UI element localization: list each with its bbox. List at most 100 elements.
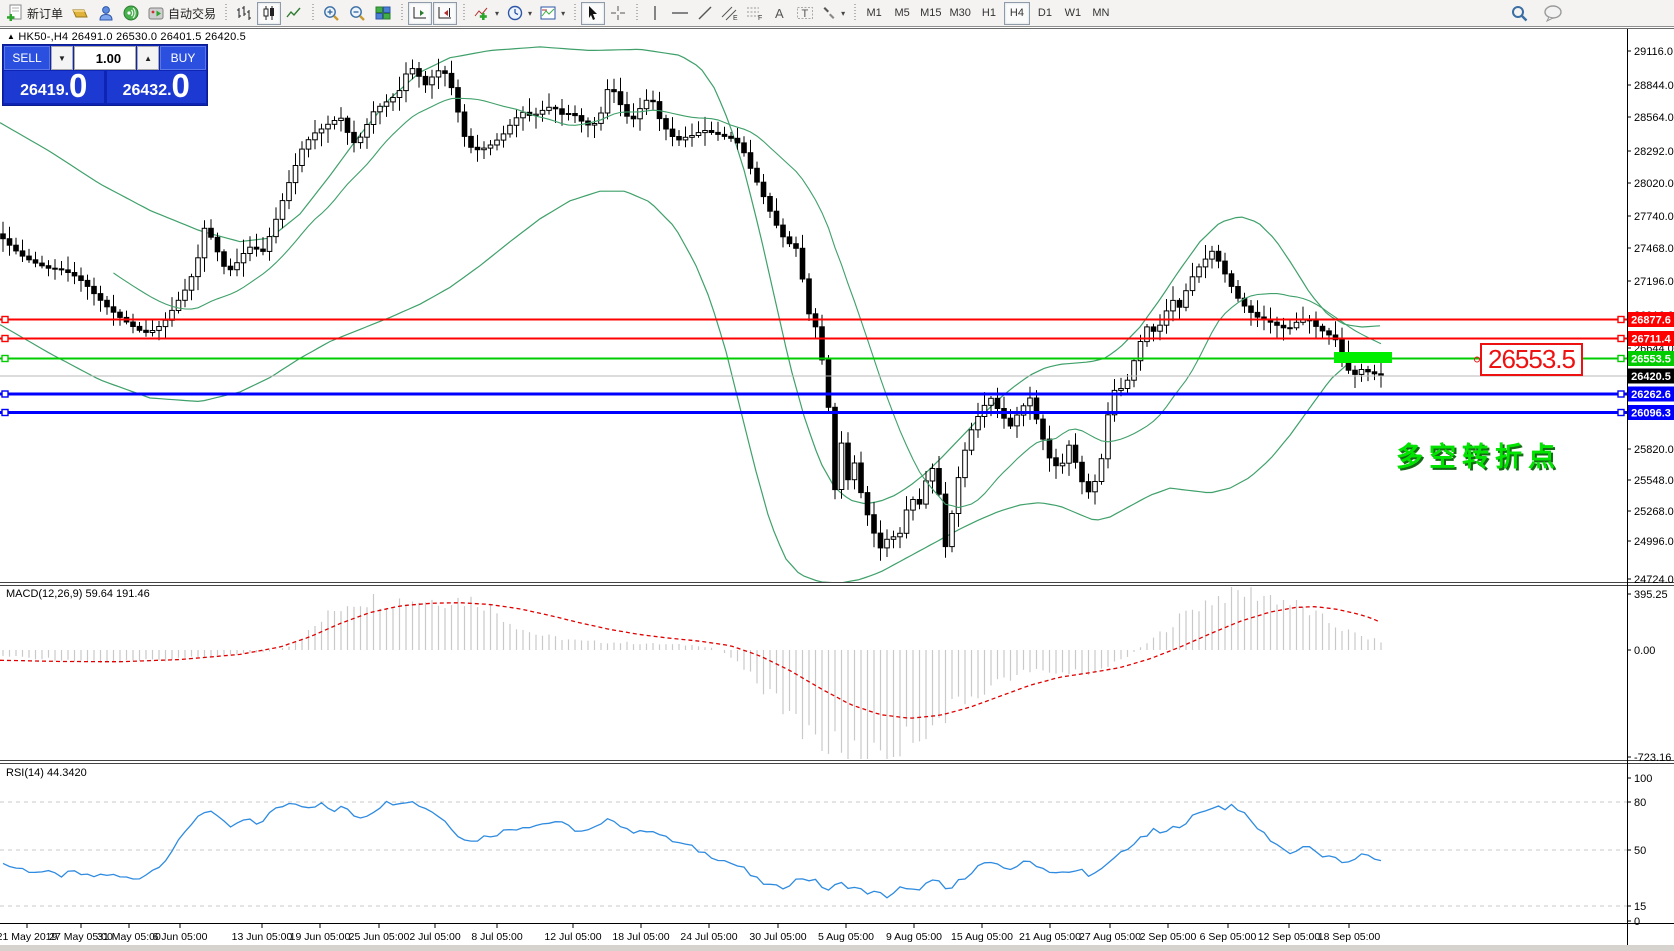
clock-icon — [507, 5, 523, 21]
volume-decrease-button[interactable]: ▼ — [51, 46, 73, 70]
buy-button[interactable]: BUY — [160, 46, 206, 70]
tile-windows-button[interactable] — [371, 2, 395, 25]
svg-text:18 Jul 05:00: 18 Jul 05:00 — [612, 931, 669, 943]
svg-text:25820.0: 25820.0 — [1634, 444, 1674, 456]
auto-scroll-button[interactable] — [408, 1, 433, 25]
zoom-out-button[interactable] — [345, 2, 370, 25]
templates-button[interactable]: ▾ — [536, 2, 568, 25]
arrows-button[interactable]: ▾ — [818, 2, 848, 25]
signals-button[interactable] — [119, 2, 143, 25]
sell-button[interactable]: SELL — [4, 46, 50, 70]
annotation-anchor — [1474, 356, 1480, 363]
volume-input[interactable]: 1.00 — [73, 46, 137, 70]
candlestick-chart-button[interactable] — [257, 1, 282, 25]
timeframe-mn-button[interactable]: MN — [1088, 2, 1114, 25]
crosshair-button[interactable] — [606, 2, 630, 25]
indicators-button[interactable]: ▾ — [470, 2, 502, 25]
community-button[interactable] — [94, 2, 118, 25]
axis-price-badge: 26420.5 — [1631, 371, 1671, 383]
autotrading-label: 自动交易 — [168, 6, 217, 21]
line-handle[interactable] — [1, 390, 9, 398]
line-handle[interactable] — [1, 334, 9, 343]
toolbar-grip[interactable] — [398, 2, 406, 24]
sell-price-big-digit: 0 — [69, 67, 88, 104]
periods-button[interactable]: ▾ — [503, 2, 535, 25]
volume-increase-button[interactable]: ▲ — [137, 46, 159, 70]
auto-scroll-icon — [413, 7, 427, 19]
svg-text:24724.0: 24724.0 — [1634, 574, 1674, 586]
timeframe-w1-button[interactable]: W1 — [1060, 2, 1086, 25]
svg-text:28020.0: 28020.0 — [1634, 178, 1674, 190]
autotrading-icon — [148, 7, 164, 20]
line-handle[interactable] — [1617, 408, 1625, 417]
svg-text:A: A — [775, 6, 784, 21]
zoom-in-icon — [324, 5, 339, 21]
svg-text:9 Aug 05:00: 9 Aug 05:00 — [886, 931, 942, 943]
bar-chart-button[interactable] — [232, 2, 256, 25]
svg-text:15 Aug 05:00: 15 Aug 05:00 — [951, 931, 1013, 943]
toolbar-grip[interactable] — [633, 2, 641, 24]
buy-price-display[interactable]: 26432. 0 — [106, 69, 206, 103]
svg-text:28564.0: 28564.0 — [1634, 112, 1674, 124]
cn-annotation-text[interactable]: 多空转折点 — [1396, 441, 1561, 472]
rsi-title: RSI(14) 44.3420 — [6, 767, 87, 779]
line-handle[interactable] — [1617, 390, 1625, 398]
svg-text:27196.0: 27196.0 — [1634, 276, 1674, 288]
macd-pane — [0, 587, 1382, 759]
profiles-button[interactable] — [67, 2, 93, 25]
community-user-icon — [99, 6, 113, 21]
price-annotation-text: 26553.5 — [1488, 344, 1576, 374]
search-button[interactable] — [1507, 2, 1532, 25]
timeframe-d1-button[interactable]: D1 — [1032, 2, 1058, 25]
dropdown-caret-icon: ▾ — [561, 8, 566, 18]
svg-text:18 Sep 05:00: 18 Sep 05:00 — [1318, 931, 1381, 943]
timeframe-m30-button[interactable]: M30 — [947, 2, 974, 25]
toolbar-grip[interactable] — [460, 2, 468, 24]
fibonacci-button[interactable]: F — [743, 2, 767, 25]
bar-chart-icon — [237, 6, 252, 20]
chat-button[interactable] — [1540, 2, 1566, 25]
svg-text:F: F — [758, 15, 762, 21]
toolbar-grip[interactable] — [309, 2, 317, 24]
highlight-rectangle[interactable] — [1334, 352, 1392, 363]
toolbar-grip[interactable] — [851, 2, 859, 24]
toolbar-grip[interactable] — [571, 2, 579, 24]
chart-ohlc-header: ▲ HK50-,H4 26491.0 26530.0 26401.5 26420… — [7, 31, 246, 43]
svg-text:24 Jul 05:00: 24 Jul 05:00 — [680, 931, 737, 943]
svg-text:15: 15 — [1634, 901, 1646, 913]
svg-text:5 Aug 05:00: 5 Aug 05:00 — [818, 931, 874, 943]
cursor-button[interactable] — [581, 1, 606, 25]
timeframe-m5-button[interactable]: M5 — [889, 2, 915, 25]
text-label-button[interactable]: T — [793, 2, 817, 25]
line-chart-button[interactable] — [282, 2, 306, 25]
line-handle[interactable] — [1617, 334, 1625, 343]
horizontal-line-button[interactable] — [668, 2, 692, 25]
equidistant-channel-button[interactable]: E — [718, 2, 742, 25]
timeframe-m1-button[interactable]: M1 — [861, 2, 887, 25]
line-handle[interactable] — [1617, 354, 1625, 363]
line-handle[interactable] — [1, 315, 9, 324]
text-button[interactable]: A — [768, 2, 792, 25]
chart-shift-button[interactable] — [433, 1, 458, 25]
sell-price-display[interactable]: 26419. 0 — [4, 67, 104, 104]
timeframe-m15-button[interactable]: M15 — [917, 2, 944, 25]
search-icon — [1512, 5, 1528, 21]
price-annotation-box[interactable] — [1480, 343, 1583, 376]
line-handle[interactable] — [1, 408, 9, 417]
line-handle[interactable] — [1, 354, 9, 363]
vertical-line-button[interactable] — [643, 2, 667, 25]
toolbar-grip[interactable] — [222, 2, 230, 24]
new-order-button[interactable]: 新订单 — [3, 2, 66, 25]
timeframe-h1-button[interactable]: H1 — [976, 2, 1002, 25]
svg-text:28292.0: 28292.0 — [1634, 146, 1674, 158]
line-handle[interactable] — [1617, 315, 1625, 324]
zoom-in-button[interactable] — [319, 2, 344, 25]
trendline-button[interactable] — [693, 2, 717, 25]
autotrading-button[interactable]: 自动交易 — [144, 2, 219, 25]
candlestick-chart-icon — [263, 6, 275, 20]
price-axis: 29116.0 28844.0 28564.0 28292.0 28020.0 27740… — [1627, 46, 1674, 928]
timeframe-h4-button[interactable]: H4 — [1003, 1, 1030, 25]
